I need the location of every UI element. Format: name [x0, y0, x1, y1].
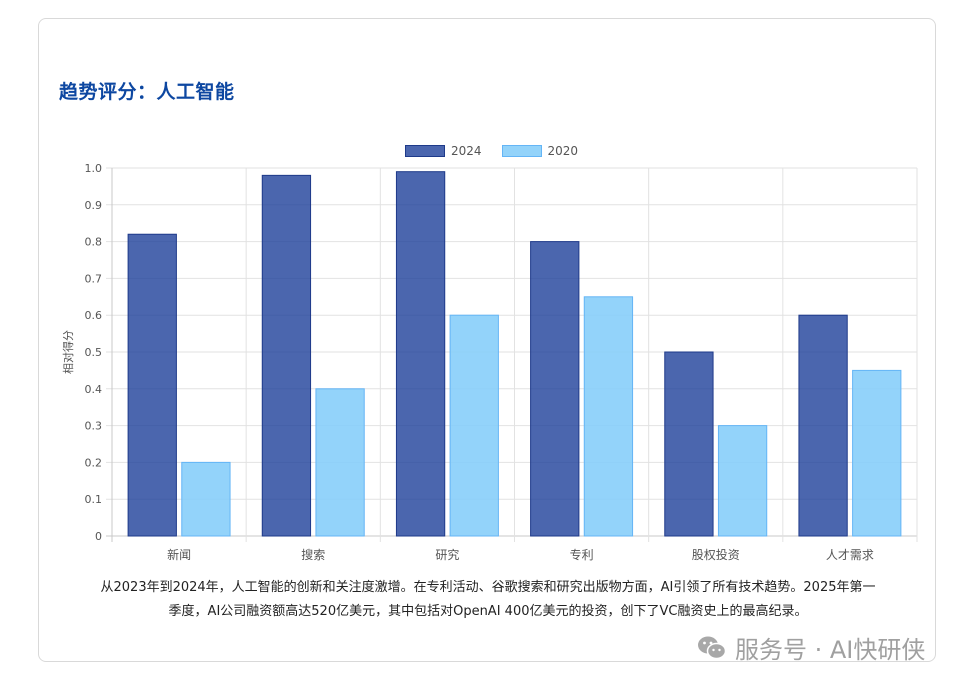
y-tick-label: 0.4 [85, 383, 103, 396]
y-tick-label: 0.9 [85, 199, 103, 212]
x-axis: 新闻 搜索 研究 专利 股权投资 人才需求 [167, 547, 874, 562]
bar-2020-4[interactable] [717, 425, 768, 537]
legend-item-2020[interactable]: 2020 [501, 144, 579, 158]
bar-chart: 0 0.1 0.2 0.3 0.4 0.5 0.6 0.7 0.8 0.9 1.0 新闻 搜索 研究 专利… [61, 162, 918, 562]
legend-label-2024: 2024 [450, 144, 482, 158]
y-tick-label: 0.1 [85, 493, 103, 506]
y-tick-label: 0.5 [85, 346, 103, 359]
chart-legend: 2024 2020 [0, 144, 973, 158]
bar-2020-5[interactable] [852, 369, 902, 537]
bar-2020-2[interactable] [449, 314, 499, 537]
y-tick-label: 0.8 [85, 236, 103, 249]
bar-2024-3[interactable] [530, 241, 580, 537]
x-tick-label: 股权投资 [692, 547, 740, 562]
bar-2024-5[interactable] [798, 314, 848, 537]
bar-2024-2[interactable] [395, 171, 446, 537]
y-tick-label: 0.3 [85, 420, 103, 433]
x-tick-label: 人才需求 [826, 548, 874, 562]
bar-2020-3[interactable] [583, 296, 634, 537]
description-line-2: 季度，AI公司融资额高达520亿美元，其中包括对OpenAI 400亿美元的投资… [168, 604, 808, 619]
chart-grid [106, 167, 918, 542]
watermark-text: 服务号 · AI快研侠 [735, 636, 926, 664]
y-tick-label: 0.2 [85, 456, 103, 469]
y-axis-label: 相对得分 [61, 330, 75, 374]
bar-2024-1[interactable] [261, 174, 312, 537]
chart-bars [127, 171, 902, 537]
chart-title: 趋势评分：人工智能 [59, 81, 235, 103]
x-tick-label: 新闻 [167, 547, 191, 562]
y-tick-label: 1.0 [85, 162, 103, 175]
bar-2020-1[interactable] [315, 388, 365, 537]
bar-2020-0[interactable] [181, 461, 231, 537]
legend-item-2024[interactable]: 2024 [404, 144, 482, 158]
legend-swatch-2020 [501, 145, 542, 157]
description-line-1: 从2023年到2024年，人工智能的创新和关注度激增。在专利活动、谷歌搜索和研究… [100, 580, 876, 595]
wechat-icon [698, 636, 727, 659]
y-tick-label: 0 [95, 530, 102, 543]
chart-description: 从2023年到2024年，人工智能的创新和关注度激增。在专利活动、谷歌搜索和研究… [50, 576, 926, 624]
bar-2024-0[interactable] [127, 233, 177, 537]
x-tick-label: 研究 [435, 547, 459, 562]
x-tick-label: 搜索 [301, 547, 325, 562]
watermark: 服务号 · AI快研侠 [697, 630, 925, 665]
y-tick-label: 0.7 [85, 272, 103, 285]
y-axis: 0 0.1 0.2 0.3 0.4 0.5 0.6 0.7 0.8 0.9 1.0 [85, 162, 103, 543]
legend-label-2020: 2020 [547, 144, 579, 158]
x-tick-label: 专利 [570, 547, 594, 562]
bar-2024-4[interactable] [664, 351, 714, 537]
legend-swatch-2024 [404, 145, 445, 157]
y-tick-label: 0.6 [85, 309, 103, 322]
